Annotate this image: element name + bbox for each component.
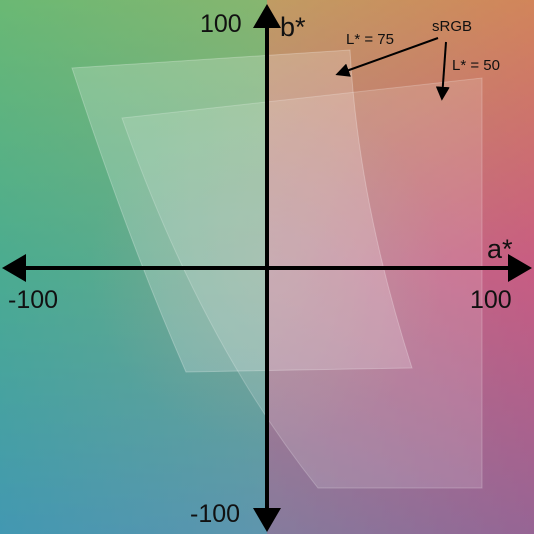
a-axis-min-label: -100 [8,286,58,314]
gamut-slice-l50 [121,77,483,489]
l50-pointer-arrow [435,41,450,101]
l75-label: L* = 75 [346,31,394,48]
b-axis-max-label: 100 [200,10,242,38]
a-axis-name: a* [487,234,513,264]
b-axis-top-arrow [253,4,281,28]
l75-pointer-arrow [335,37,439,77]
a-axis-left-arrow [2,254,26,282]
srgb-label: sRGB [432,18,472,35]
b-axis-bottom-arrow [253,508,281,532]
a-axis-right-arrow [508,254,532,282]
a-axis-max-label: 100 [470,286,512,314]
b-axis-name: b* [280,12,306,42]
b-axis-min-label: -100 [190,500,240,528]
axes [2,4,532,532]
gamut-slice-l75 [71,49,413,373]
l50-label: L* = 50 [452,57,500,74]
